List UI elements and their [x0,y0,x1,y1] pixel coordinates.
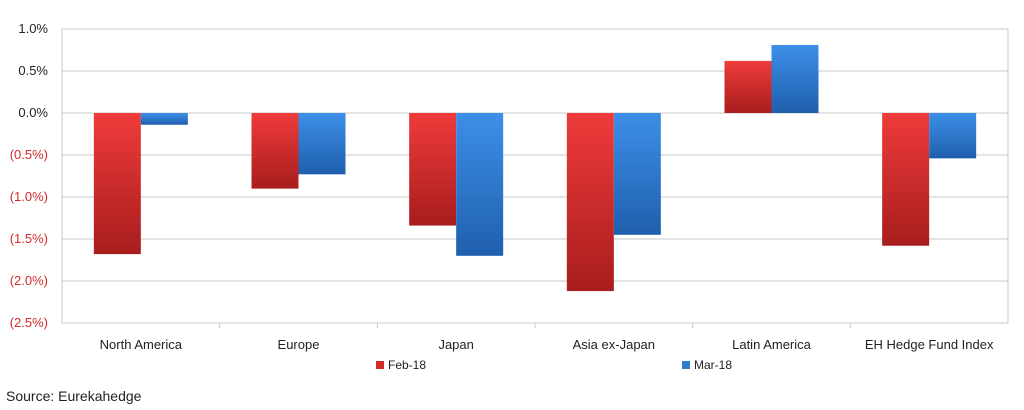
y-tick-label: (2.5%) [10,315,48,330]
gridlines [61,28,1009,328]
y-tick-label: (1.0%) [10,189,48,204]
y-tick-label: (0.5%) [10,147,48,162]
bar-mar-18-asia-ex-japan [613,113,661,235]
bar-chart: 1.0% 0.5% 0.0% (0.5%) (1.0%) (1.5%) (2.0%) (2.5… [10,21,1009,372]
y-tick-label: 1.0% [18,21,48,36]
bar-mar-18-north-america [140,113,188,125]
y-tick-label: (1.5%) [10,231,48,246]
bar-feb-18-europe [251,113,299,189]
x-category-label: Japan [438,337,473,352]
x-category-label: EH Hedge Fund Index [865,337,994,352]
bar-mar-18-europe [298,113,346,175]
plot-border [61,28,1009,324]
x-category-label: Latin America [732,337,812,352]
x-category-label: Asia ex-Japan [573,337,655,352]
source-note: Source: Eurekahedge [6,388,142,404]
bar-mar-18-eh-hedge-fund-index [929,113,977,159]
x-category-label: Europe [278,337,320,352]
bar-feb-18-latin-america [724,60,772,113]
legend: Feb-18 Mar-18 [376,358,732,372]
y-tick-label: 0.0% [18,105,48,120]
legend-swatch-mar-18 [682,361,690,369]
bar-feb-18-eh-hedge-fund-index [882,113,930,246]
bar-feb-18-asia-ex-japan [566,113,614,292]
x-category-label: North America [100,337,183,352]
x-axis: North America Europe Japan Asia ex-Japan Lat… [100,337,994,352]
y-tick-label: (2.0%) [10,273,48,288]
bar-feb-18-japan [409,113,457,226]
bar-mar-18-japan [456,113,504,256]
legend-label-feb-18: Feb-18 [388,358,426,372]
bar-mar-18-latin-america [771,44,819,113]
y-axis: 1.0% 0.5% 0.0% (0.5%) (1.0%) (1.5%) (2.0%) (2.5… [10,21,49,330]
bar-feb-18-north-america [93,113,141,255]
bars [93,44,977,292]
legend-label-mar-18: Mar-18 [694,358,732,372]
legend-swatch-feb-18 [376,361,384,369]
y-tick-label: 0.5% [18,63,48,78]
